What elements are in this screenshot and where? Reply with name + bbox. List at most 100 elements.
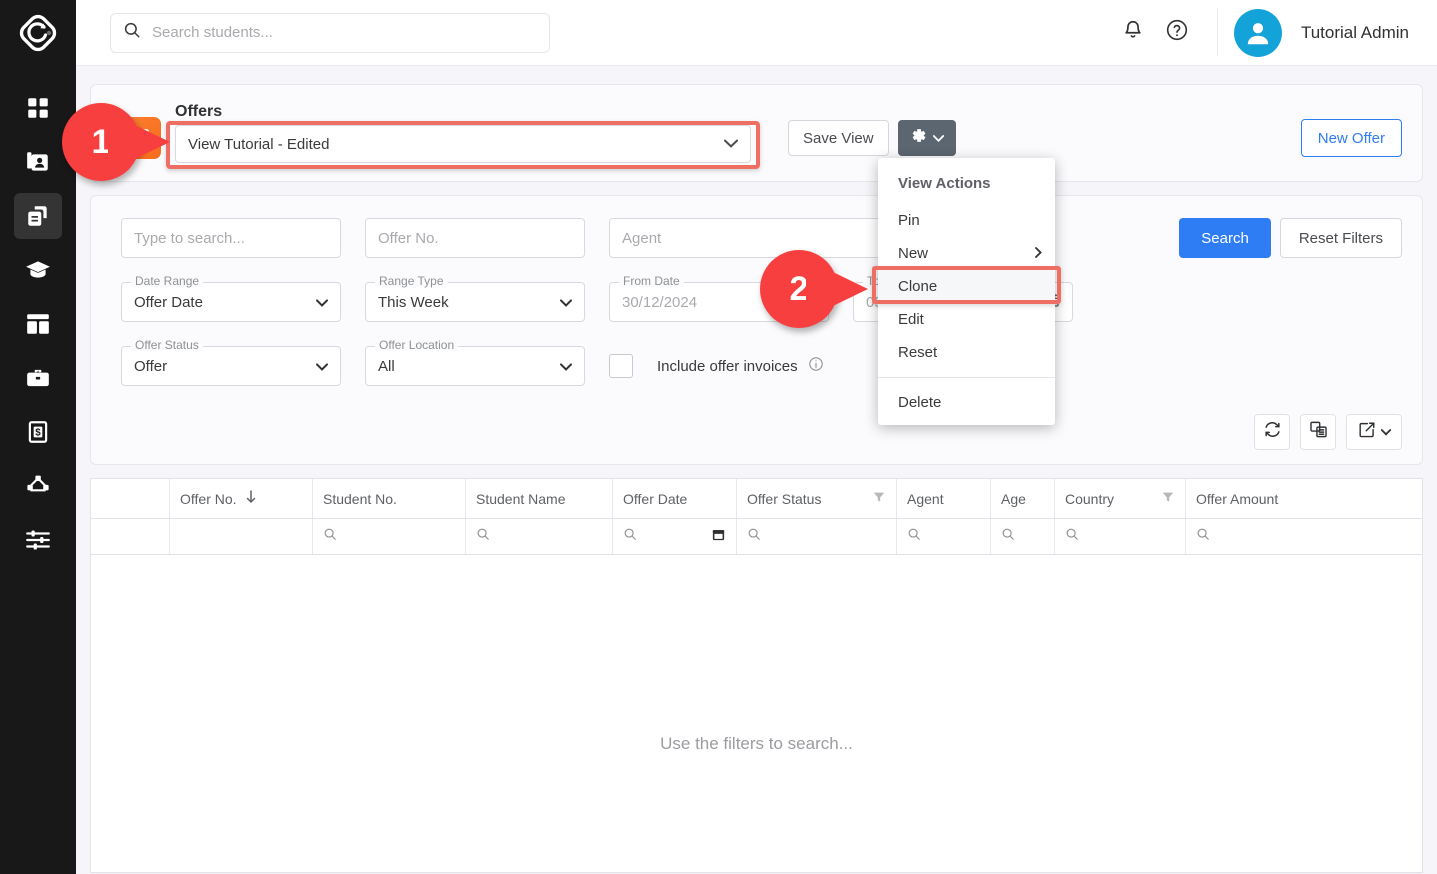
funnel-icon[interactable]: [1161, 490, 1175, 507]
range-type-select[interactable]: Range Type This Week: [365, 275, 585, 322]
date-range-select[interactable]: Date Range Offer Date: [121, 275, 341, 322]
sidebar-item-offers[interactable]: [14, 193, 62, 239]
menu-item-label: Pin: [898, 212, 920, 229]
menu-separator: [878, 377, 1055, 378]
avatar[interactable]: [1233, 8, 1282, 57]
range-type-value: This Week: [378, 293, 449, 311]
grid-filter-offer-status[interactable]: [737, 519, 897, 554]
search-input[interactable]: [152, 24, 537, 41]
grid-col-student-no[interactable]: Student No.: [313, 479, 466, 518]
grid-col-offer-amount[interactable]: Offer Amount: [1186, 479, 1344, 518]
grid-col-age[interactable]: Age: [991, 479, 1055, 518]
grid-filter-agent[interactable]: [897, 519, 991, 554]
refresh-button[interactable]: [1254, 414, 1290, 450]
global-search[interactable]: [110, 12, 550, 53]
grid-col-agent[interactable]: Agent: [897, 479, 991, 518]
grid-filter-offer-date[interactable]: [613, 519, 737, 554]
offer-location-select[interactable]: Offer Location All: [365, 339, 585, 386]
sidebar-item-dashboard[interactable]: [14, 85, 62, 131]
page-title: Offers: [175, 103, 223, 120]
id-card-icon: [25, 149, 51, 175]
info-circle-icon[interactable]: [808, 356, 824, 377]
notifications-button[interactable]: [1111, 11, 1155, 55]
app-logo[interactable]: [0, 0, 76, 66]
search-icon: [123, 21, 141, 44]
agent-placeholder: Agent: [622, 229, 662, 247]
copy-columns-button[interactable]: [1300, 414, 1336, 450]
view-select[interactable]: View Tutorial - Edited: [175, 125, 751, 163]
chevron-right-icon: [1035, 245, 1042, 262]
new-offer-button[interactable]: New Offer: [1300, 119, 1402, 157]
grid-filter-student-no[interactable]: [313, 519, 466, 554]
menu-item-label: Edit: [898, 311, 924, 328]
magnifier-icon: [323, 527, 337, 546]
offer-status-select[interactable]: Offer Status Offer: [121, 339, 341, 386]
grid-col-country[interactable]: Country: [1055, 479, 1186, 518]
funnel-icon[interactable]: [872, 490, 886, 507]
view-actions-button[interactable]: [897, 120, 956, 156]
grid-col-offer-status[interactable]: Offer Status: [737, 479, 897, 518]
filter-row-1: Type to search... Offer No. Agent Search…: [121, 218, 1402, 258]
help-circle-icon: [1165, 18, 1189, 47]
from-date-input[interactable]: From Date 30/12/2024: [609, 275, 829, 322]
menu-item-clone[interactable]: Clone: [878, 270, 1055, 303]
grid-col-offer-no[interactable]: Offer No.: [170, 479, 313, 518]
grid-toolbar: [1254, 414, 1402, 450]
sidebar-item-contacts[interactable]: [14, 139, 62, 185]
menu-item-reset[interactable]: Reset: [878, 336, 1055, 369]
filter-row-2: Date Range Offer Date Range Type This We…: [121, 275, 1402, 322]
calendar-icon[interactable]: [711, 527, 726, 547]
divider: [1216, 9, 1218, 56]
offer-no-input[interactable]: Offer No.: [365, 218, 585, 258]
grid-filter-country[interactable]: [1055, 519, 1186, 554]
grid-filter-offer-amount[interactable]: [1186, 519, 1344, 554]
user-name[interactable]: Tutorial Admin: [1300, 22, 1409, 42]
grid-col-offer-date[interactable]: Offer Date: [613, 479, 737, 518]
grid-col-label: Country: [1065, 490, 1115, 507]
graduation-cap-icon: [25, 257, 51, 283]
magnifier-icon: [1001, 527, 1015, 546]
save-view-button[interactable]: Save View: [788, 120, 889, 156]
sliders-icon: [25, 527, 51, 553]
search-buttons: Search Reset Filters: [1179, 218, 1402, 258]
calendar-icon[interactable]: [800, 292, 816, 312]
view-actions-menu: View Actions Pin New Clone Edit Reset De…: [878, 158, 1055, 425]
grid-filter-select: [91, 519, 170, 554]
grid-col-select[interactable]: [91, 479, 170, 518]
offer-location-label: Offer Location: [375, 339, 459, 351]
menu-item-delete[interactable]: Delete: [878, 386, 1055, 419]
grid-col-student-name[interactable]: Student Name: [466, 479, 613, 518]
type-to-search-input[interactable]: Type to search...: [121, 218, 341, 258]
search-button[interactable]: Search: [1179, 218, 1271, 258]
grid-icon: [25, 95, 51, 121]
magnifier-icon: [1196, 527, 1210, 546]
export-button[interactable]: [1346, 414, 1402, 450]
reset-filters-button[interactable]: Reset Filters: [1279, 218, 1402, 258]
menu-item-edit[interactable]: Edit: [878, 303, 1055, 336]
grid-filter-offer-no: [170, 519, 313, 554]
chevron-down-icon: [560, 358, 572, 375]
grid-col-label: Offer Date: [623, 490, 688, 507]
sidebar-item-settings[interactable]: [14, 517, 62, 563]
magnifier-icon: [1065, 527, 1079, 546]
magnifier-icon: [907, 527, 921, 546]
magnifier-icon: [623, 527, 637, 546]
copy-columns-icon: [1309, 420, 1328, 444]
view-select-value: View Tutorial - Edited: [188, 135, 330, 153]
sidebar-item-workflow[interactable]: [14, 463, 62, 509]
menu-item-pin[interactable]: Pin: [878, 204, 1055, 237]
chevron-down-icon: [316, 294, 328, 311]
gear-icon: [909, 126, 928, 150]
sidebar-item-layout[interactable]: [14, 301, 62, 347]
include-offer-invoices-checkbox[interactable]: [609, 354, 633, 378]
sidebar-item-finance[interactable]: $: [14, 409, 62, 455]
sidebar-item-education[interactable]: [14, 247, 62, 293]
bell-icon: [1122, 19, 1144, 46]
export-icon: [1358, 421, 1376, 444]
menu-item-new[interactable]: New: [878, 237, 1055, 270]
help-button[interactable]: [1155, 11, 1199, 55]
grid-filter-student-name[interactable]: [466, 519, 613, 554]
grid-filter-age[interactable]: [991, 519, 1055, 554]
sidebar-item-agents[interactable]: [14, 355, 62, 401]
menu-item-label: Clone: [898, 278, 938, 295]
